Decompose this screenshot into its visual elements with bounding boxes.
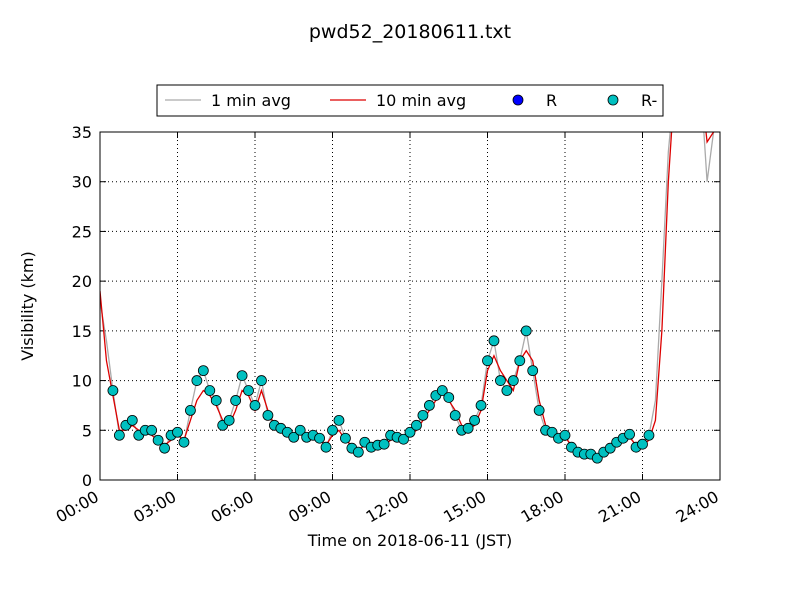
point (514, 355, 526, 367)
point (126, 414, 138, 426)
point (462, 422, 474, 434)
point (527, 365, 539, 377)
point (488, 335, 500, 347)
point (314, 432, 325, 444)
chart-title: pwd52_20180611.txt (309, 21, 511, 43)
point (443, 392, 455, 403)
y-tick-label: 0 (82, 471, 92, 490)
legend-label: 10 min avg (376, 91, 466, 110)
point (411, 419, 422, 431)
legend-box (156, 84, 664, 117)
point (423, 400, 435, 411)
point (223, 414, 235, 426)
point (113, 429, 125, 441)
point (352, 446, 364, 458)
point (404, 426, 416, 438)
y-tick-label: 15 (72, 322, 92, 341)
point (152, 434, 164, 446)
point (449, 409, 461, 421)
point (495, 375, 506, 386)
point (469, 414, 480, 426)
point (159, 442, 170, 454)
point (637, 438, 648, 450)
point (107, 385, 119, 396)
y-tick-label: 25 (72, 222, 92, 241)
point (624, 428, 635, 440)
legend-label: R (546, 91, 557, 110)
y-axis-label: Visibility (km) (18, 251, 37, 360)
point (243, 385, 254, 396)
point (533, 404, 545, 416)
point (185, 404, 196, 416)
point (501, 385, 513, 396)
y-tick-label: 10 (72, 372, 92, 391)
point (320, 441, 332, 453)
point (191, 375, 203, 386)
legend-swatch (607, 94, 619, 106)
point (249, 400, 261, 411)
y-tick-label: 5 (82, 421, 92, 440)
point (475, 400, 487, 411)
legend-label: R- (641, 91, 657, 110)
point (398, 433, 409, 445)
point (327, 424, 338, 436)
plot-area (100, 132, 715, 464)
legend-label: 1 min avg (211, 91, 291, 110)
point (256, 375, 267, 386)
point (236, 370, 248, 382)
legend-swatch (512, 94, 524, 106)
point (436, 385, 448, 396)
point (333, 414, 345, 426)
point (417, 409, 429, 421)
point (146, 424, 158, 436)
y-tick-label: 35 (72, 123, 92, 142)
point (378, 438, 390, 450)
x-axis-label: Time on 2018-06-11 (JST) (307, 531, 512, 550)
point (178, 436, 190, 448)
point (262, 409, 274, 421)
plot-frame (99, 131, 721, 481)
point (559, 429, 571, 441)
point (643, 429, 655, 441)
point (204, 385, 216, 396)
point (210, 395, 222, 406)
point (520, 325, 532, 337)
point (507, 375, 519, 386)
point (172, 426, 183, 438)
point (197, 365, 209, 377)
point (294, 424, 306, 436)
y-tick-label: 20 (72, 272, 92, 291)
point (340, 432, 351, 444)
point (230, 395, 242, 406)
y-tick-label: 30 (72, 173, 92, 192)
point (482, 355, 493, 367)
point (288, 431, 300, 443)
